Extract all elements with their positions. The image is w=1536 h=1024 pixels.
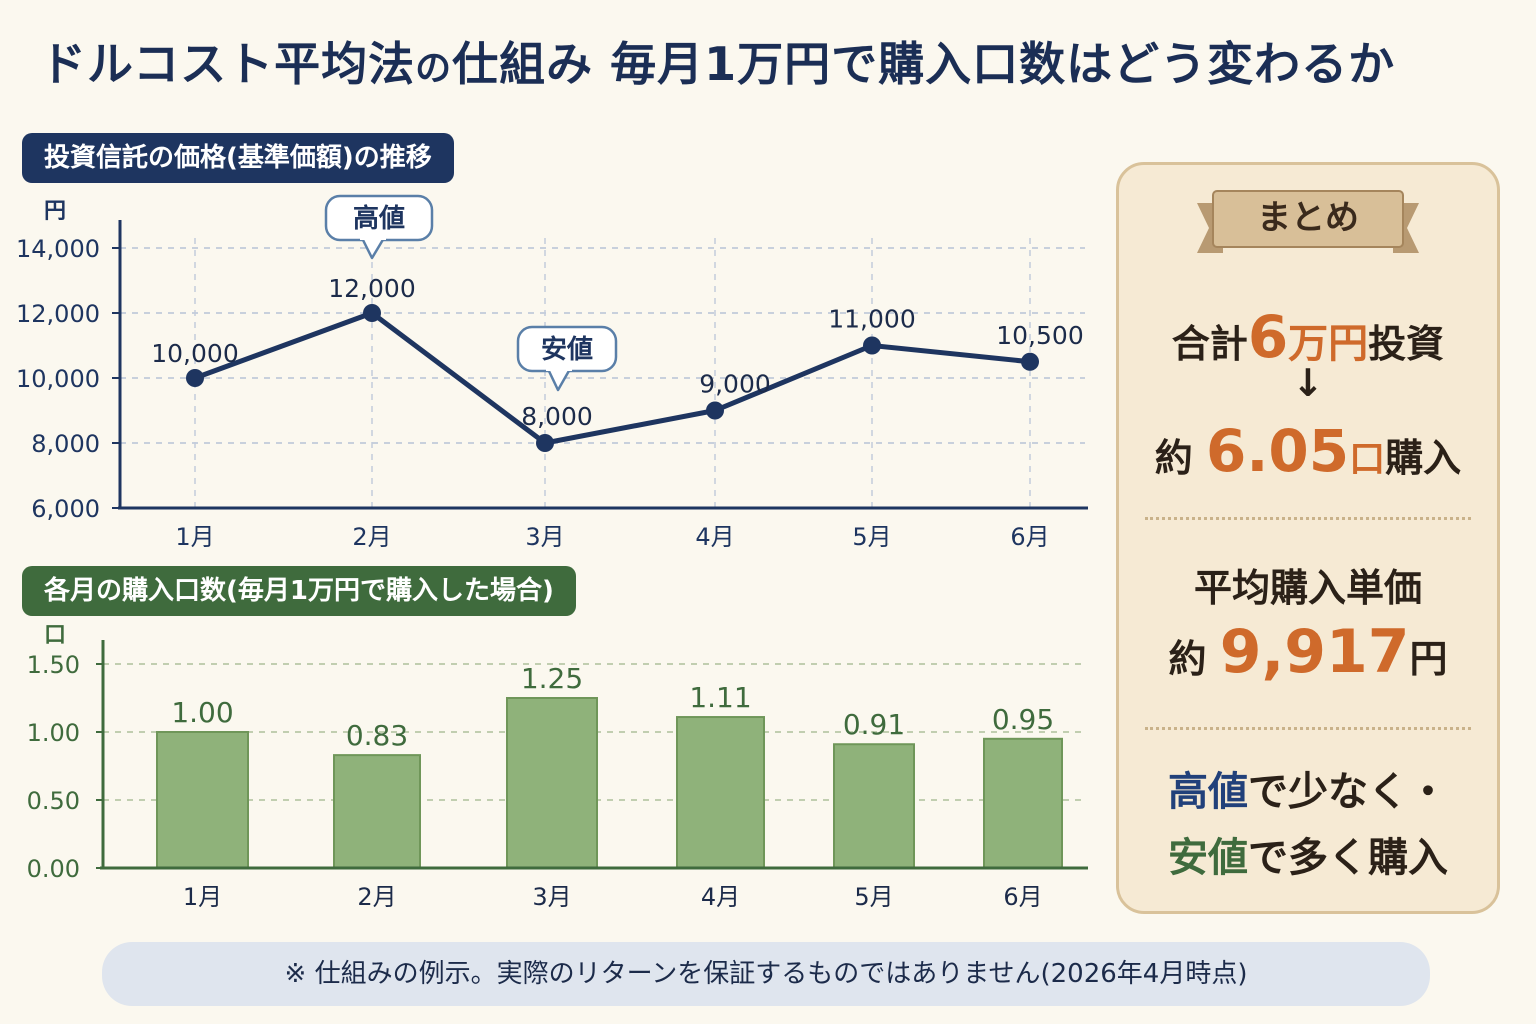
bar-y-tick: 0.50 xyxy=(27,787,80,815)
line-y-tick: 6,000 xyxy=(31,495,100,523)
line-data-label: 8,000 xyxy=(521,402,593,431)
summary-divider-1 xyxy=(1145,517,1471,520)
line-point xyxy=(363,304,381,322)
line-x-tick: 4月 xyxy=(695,523,734,551)
line-data-label: 10,000 xyxy=(151,339,238,368)
bar xyxy=(333,754,421,869)
bar-data-label: 1.25 xyxy=(521,662,583,695)
summary-units: 約 6.05口購入 xyxy=(1154,417,1462,485)
summary-avg-value: 9,917 xyxy=(1219,617,1410,687)
bar xyxy=(983,737,1063,869)
title-main: ドルコスト平均法 xyxy=(40,37,416,91)
summary-message-line1: 高値で少なく・ xyxy=(1168,769,1448,815)
bar-x-tick: 5月 xyxy=(854,883,893,911)
line-y-tick: 8,000 xyxy=(31,430,100,458)
line-point xyxy=(536,434,554,452)
units-bar-chart: 0.00 0.50 1.00 1.50 口 1.00 0.83 1.25 1.11 0.91 0.… xyxy=(27,623,1088,911)
bar-data-label: 0.91 xyxy=(843,708,905,741)
bar-y-tick: 0.00 xyxy=(27,855,80,883)
line-data-label: 12,000 xyxy=(328,274,415,303)
line-x-tick: 2月 xyxy=(352,523,391,551)
line-data-label: 11,000 xyxy=(828,305,915,334)
summary-total: 合計6万円投資 xyxy=(1171,303,1445,371)
line-point xyxy=(186,369,204,387)
bar-x-tick: 4月 xyxy=(701,883,740,911)
line-x-tick: 5月 xyxy=(852,523,891,551)
summary-units-value: 6.05 xyxy=(1206,417,1350,485)
line-point xyxy=(863,336,881,355)
line-y-tick: 12,000 xyxy=(16,300,100,328)
line-point xyxy=(1021,352,1039,371)
summary-ribbon-label: まとめ xyxy=(1257,198,1359,238)
line-x-tick: 6月 xyxy=(1010,523,1049,551)
summary-divider-2 xyxy=(1145,727,1471,730)
bar-data-label: 0.95 xyxy=(992,703,1054,736)
line-data-label: 9,000 xyxy=(699,370,771,399)
low-callout-label: 安値 xyxy=(541,335,593,365)
high-callout: 高値 xyxy=(324,194,434,260)
bar-chart-heading: 各月の購入口数(毎月1万円で購入した場合) xyxy=(22,566,576,616)
bar-y-tick: 1.00 xyxy=(27,719,80,747)
bar-y-unit-label: 口 xyxy=(44,623,66,648)
bar-x-tick: 1月 xyxy=(183,883,222,911)
bar xyxy=(506,697,598,869)
footer-disclaimer: ※ 仕組みの例示。実際のリターンを保証するものではありません(2026年4月時点… xyxy=(102,942,1430,1006)
summary-ribbon: まとめ xyxy=(1197,189,1419,255)
line-y-tick: 10,000 xyxy=(16,365,100,393)
price-series-line xyxy=(192,310,1033,446)
down-arrow-icon: ↓ xyxy=(1292,361,1324,405)
bar-data-label: 1.11 xyxy=(689,681,751,714)
summary-avg: 約 9,917円 xyxy=(1168,617,1448,687)
price-line-chart: 円 6,000 8,000 10,000 12,000 14,000 1月 2月 3月 4月 5… xyxy=(16,194,1088,551)
low-callout: 安値 xyxy=(516,325,618,392)
bar xyxy=(156,731,249,869)
bar xyxy=(676,716,765,869)
line-y-tick: 14,000 xyxy=(16,235,100,263)
summary-avg-label: 平均購入単価 xyxy=(1193,566,1422,610)
summary-panel: まとめ 合計6万円投資 ↓ 約 6.05口購入 平均購入単価 約 9,917円 … xyxy=(1116,162,1500,914)
bar-x-tick: 2月 xyxy=(357,883,396,911)
bar xyxy=(833,743,915,869)
high-callout-label: 高値 xyxy=(353,203,405,234)
bar-data-label: 0.83 xyxy=(346,719,408,752)
line-x-tick: 3月 xyxy=(525,523,564,551)
page-title: ドルコスト平均法の仕組み 毎月1万円で購入口数はどう変わるか xyxy=(40,28,1500,94)
title-rest: 仕組み 毎月1万円で購入口数はどう変わるか xyxy=(452,37,1396,91)
line-chart-heading: 投資信託の価格(基準価額)の推移 xyxy=(22,133,454,183)
title-particle: の xyxy=(415,48,453,89)
summary-total-value: 6 xyxy=(1247,303,1289,371)
line-point xyxy=(706,401,724,420)
summary-message-line2: 安値で多く購入 xyxy=(1168,835,1448,881)
bar-y-tick: 1.50 xyxy=(27,651,80,679)
bar-x-tick: 6月 xyxy=(1003,883,1042,911)
bar-data-label: 1.00 xyxy=(171,696,233,729)
line-x-tick: 1月 xyxy=(175,523,214,551)
line-y-unit-label: 円 xyxy=(44,199,66,224)
bar-x-tick: 3月 xyxy=(532,883,571,911)
line-data-label: 10,500 xyxy=(996,321,1083,350)
